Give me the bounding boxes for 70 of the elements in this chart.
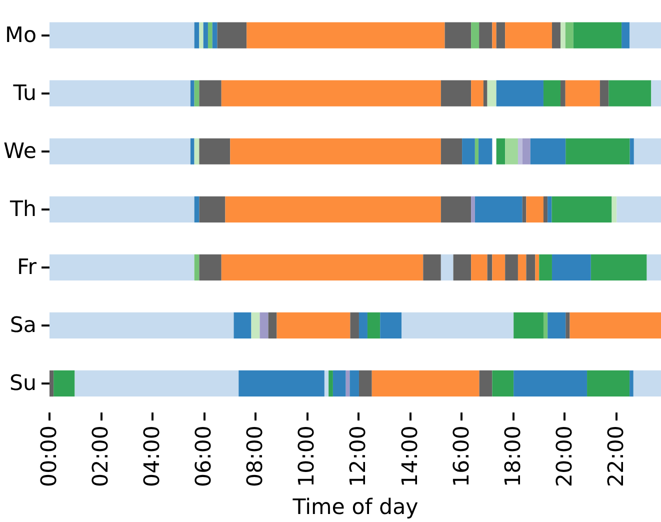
bar bbox=[208, 22, 212, 48]
x-tick-label: 20:00 bbox=[552, 425, 578, 487]
bar bbox=[634, 138, 661, 164]
x-tick-label: 22:00 bbox=[604, 425, 629, 487]
y-tick-label: Tu bbox=[12, 80, 37, 106]
x-tick-label: 12:00 bbox=[346, 425, 372, 487]
bar bbox=[530, 138, 566, 164]
bar bbox=[440, 138, 462, 164]
bar bbox=[194, 196, 200, 222]
bar bbox=[199, 22, 204, 48]
x-tick-label: 00:00 bbox=[37, 425, 62, 487]
bar bbox=[440, 196, 472, 222]
bar bbox=[514, 370, 588, 397]
bar bbox=[50, 312, 234, 339]
bar bbox=[268, 312, 277, 339]
bar bbox=[539, 254, 552, 280]
bar bbox=[440, 80, 472, 106]
x-tick-label: 06:00 bbox=[192, 425, 217, 487]
x-tick-label: 18:00 bbox=[500, 425, 526, 487]
bar bbox=[50, 196, 194, 222]
bar bbox=[471, 22, 480, 48]
bar bbox=[608, 80, 652, 106]
bar bbox=[543, 312, 548, 339]
bar bbox=[423, 254, 441, 280]
bar bbox=[190, 80, 194, 106]
bar bbox=[505, 138, 518, 164]
x-tick-label: 10:00 bbox=[294, 425, 320, 487]
bar bbox=[50, 138, 190, 164]
bar bbox=[505, 254, 518, 280]
x-tick-label: 16:00 bbox=[449, 425, 474, 487]
y-tick-label: Th bbox=[8, 196, 36, 222]
bar bbox=[346, 370, 350, 397]
bar bbox=[630, 138, 634, 164]
bar bbox=[630, 370, 634, 397]
bar bbox=[194, 22, 200, 48]
bar bbox=[633, 370, 661, 397]
y-tick-label: Su bbox=[9, 370, 37, 396]
y-tick-label: Sa bbox=[10, 312, 36, 338]
bar bbox=[50, 254, 194, 280]
bar bbox=[566, 138, 630, 164]
bar bbox=[471, 196, 475, 222]
bar bbox=[548, 312, 566, 339]
y-tick-label: Mo bbox=[5, 22, 36, 48]
bar bbox=[565, 22, 574, 48]
bar bbox=[234, 312, 252, 339]
x-axis-title: Time of day bbox=[292, 494, 418, 520]
x-tick-label: 04:00 bbox=[140, 425, 166, 487]
bar bbox=[622, 22, 630, 48]
bar bbox=[194, 254, 200, 280]
bar bbox=[518, 138, 522, 164]
bar bbox=[50, 22, 194, 48]
bar bbox=[50, 80, 190, 106]
bar bbox=[190, 138, 194, 164]
bar bbox=[260, 312, 268, 339]
bar bbox=[587, 370, 630, 397]
x-tick-label: 14:00 bbox=[398, 425, 423, 487]
bar bbox=[552, 254, 591, 280]
bar bbox=[194, 80, 200, 106]
y-tick-label: Fr bbox=[17, 254, 37, 280]
bar bbox=[522, 138, 530, 164]
bar bbox=[526, 254, 536, 280]
bar bbox=[251, 312, 260, 339]
x-tick-label: 02:00 bbox=[88, 425, 114, 487]
bar bbox=[630, 22, 661, 48]
bar bbox=[474, 138, 479, 164]
bar bbox=[496, 22, 506, 48]
bar bbox=[479, 22, 492, 48]
y-tick-label: We bbox=[4, 138, 37, 164]
x-tick-label: 08:00 bbox=[243, 425, 268, 487]
bar bbox=[194, 138, 200, 164]
